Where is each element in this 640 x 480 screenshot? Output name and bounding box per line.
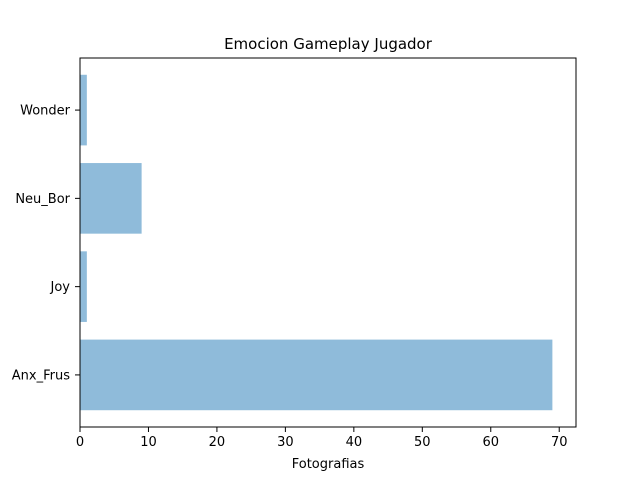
bar-neu-bor — [80, 163, 142, 234]
plot-frame — [79, 57, 577, 428]
x-tick-label: 0 — [76, 435, 84, 450]
x-tick-label: 40 — [346, 435, 363, 450]
y-tick-label: Wonder — [20, 104, 71, 119]
y-tick-label: Anx_Frus — [12, 368, 70, 383]
y-axis: Anx_Frus Joy Neu_Bor Wonder — [12, 104, 80, 383]
x-tick-label: 10 — [140, 435, 157, 450]
bar-anx-frus — [80, 339, 553, 411]
x-axis: 0 10 20 30 40 50 60 70 — [76, 427, 568, 450]
y-tick-label: Joy — [50, 280, 71, 295]
bars-layer — [80, 74, 553, 411]
x-tick-label: 70 — [551, 435, 568, 450]
bar-joy — [80, 251, 87, 322]
x-tick-label: 30 — [277, 435, 294, 450]
y-tick-label: Neu_Bor — [15, 192, 70, 207]
chart-title: Emocion Gameplay Jugador — [224, 35, 433, 53]
x-tick-label: 50 — [414, 435, 431, 450]
x-tick-label: 60 — [482, 435, 499, 450]
bar-wonder — [80, 74, 87, 146]
x-tick-label: 20 — [209, 435, 226, 450]
x-axis-label: Fotografias — [292, 457, 365, 472]
